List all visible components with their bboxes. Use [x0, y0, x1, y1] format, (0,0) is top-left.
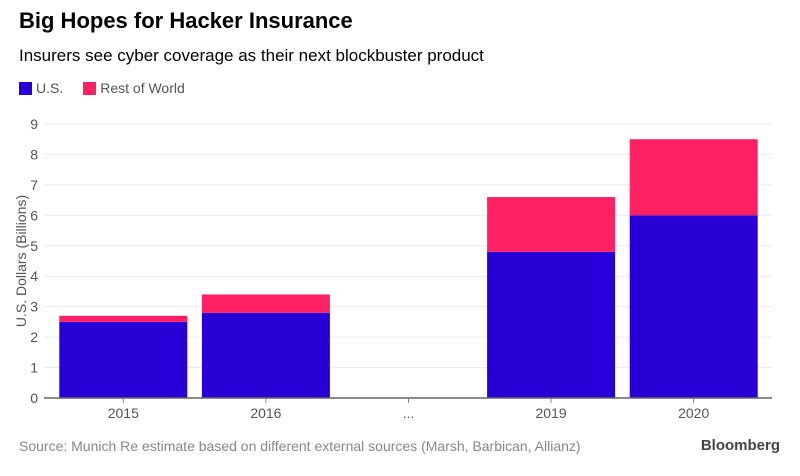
y-tick-label: 7: [30, 177, 38, 193]
bar-rest-of-world-2020: [629, 139, 758, 216]
legend: U.S. Rest of World: [19, 80, 185, 96]
x-tick-label: 2015: [108, 405, 139, 421]
bar-us-2015: [59, 321, 188, 398]
y-tick-label: 6: [30, 207, 38, 223]
y-tick-label: 1: [30, 360, 38, 376]
legend-swatch-us: [19, 81, 32, 95]
legend-label-us: U.S.: [36, 80, 64, 96]
y-tick-label: 4: [30, 268, 38, 284]
bloomberg-logo: Bloomberg: [700, 437, 780, 454]
bar-us-2020: [629, 215, 758, 398]
x-tick-label: ...: [403, 405, 415, 421]
y-axis-label: U.S. Dollars (Billions): [13, 195, 29, 327]
legend-item-rest-of-world: Rest of World: [83, 80, 185, 96]
legend-swatch-rest-of-world: [83, 81, 97, 95]
y-tick-label: 5: [30, 238, 38, 254]
source-note: Source: Munich Re estimate based on diff…: [19, 438, 581, 454]
x-tick-label: 2016: [250, 405, 281, 421]
y-tick-label: 9: [30, 116, 38, 132]
legend-item-us: U.S.: [19, 80, 63, 96]
bar-rest-of-world-2015: [59, 315, 188, 322]
bar-rest-of-world-2019: [487, 197, 616, 252]
bar-us-2019: [487, 251, 616, 398]
y-tick-label: 8: [30, 146, 38, 162]
y-tick-label: 0: [30, 390, 38, 406]
chart-subtitle: Insurers see cyber coverage as their nex…: [19, 46, 484, 65]
y-tick-label: 3: [30, 299, 38, 315]
y-tick-label: 2: [30, 329, 38, 345]
legend-label-rest-of-world: Rest of World: [100, 80, 185, 96]
x-tick-label: 2019: [536, 405, 567, 421]
chart-title: Big Hopes for Hacker Insurance: [19, 8, 353, 33]
bar-rest-of-world-2016: [201, 294, 330, 313]
x-tick-label: 2020: [678, 405, 709, 421]
bar-us-2016: [201, 312, 330, 398]
